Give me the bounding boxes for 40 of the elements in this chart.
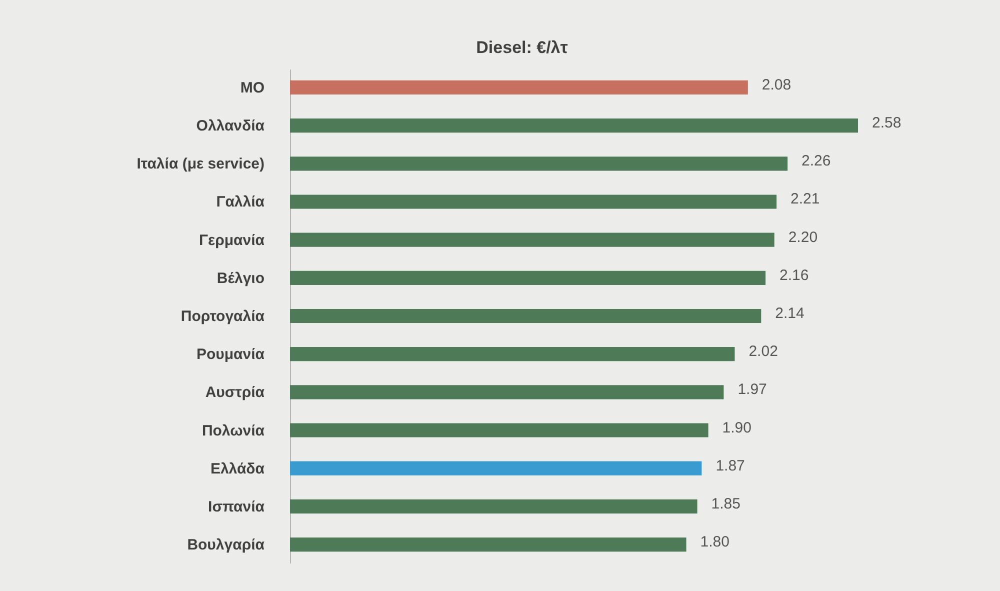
bar xyxy=(290,232,774,247)
y-tick-label: Βέλγιο xyxy=(216,270,264,287)
data-label: 1.90 xyxy=(722,419,752,436)
data-label: 1.85 xyxy=(711,495,740,512)
bar xyxy=(290,423,708,438)
y-tick-label: Γαλλία xyxy=(216,194,266,211)
bar xyxy=(290,118,858,133)
bar xyxy=(290,156,788,171)
y-tick-label: Ελλάδα xyxy=(210,460,266,478)
bar xyxy=(290,347,735,362)
bar xyxy=(290,537,686,552)
data-label: 2.26 xyxy=(802,152,831,170)
y-tick-label: Βουλγαρία xyxy=(187,536,266,554)
data-label: 2.16 xyxy=(780,266,809,284)
bar xyxy=(290,80,748,95)
bar xyxy=(290,385,724,400)
y-tick-label: Γερμανία xyxy=(198,232,266,249)
data-label: 2.14 xyxy=(775,305,804,322)
y-tick-label: ΜΟ xyxy=(240,79,265,96)
data-label: 1.97 xyxy=(738,381,767,398)
bar xyxy=(290,308,762,324)
data-label: 2.20 xyxy=(788,228,818,246)
y-tick-label: Ρουμανία xyxy=(196,346,266,364)
y-tick-label: Ιταλία (με service) xyxy=(136,156,265,173)
y-tick-label: Πορτογαλία xyxy=(180,308,266,325)
y-tick-label: Ισπανία xyxy=(208,498,266,516)
bar xyxy=(290,461,702,476)
data-label: 1.80 xyxy=(700,534,730,551)
data-label: 2.21 xyxy=(790,190,820,208)
chart-title: Diesel: €/λτ xyxy=(476,38,568,57)
data-label: 1.87 xyxy=(716,457,745,474)
data-label: 2.02 xyxy=(748,343,778,360)
data-label: 2.08 xyxy=(762,76,792,94)
bar xyxy=(290,499,698,514)
y-tick-label: Πολωνία xyxy=(202,422,266,440)
y-tick-label: Αυστρία xyxy=(205,384,266,402)
data-label: 2.58 xyxy=(872,114,902,132)
y-tick-label: Ολλανδία xyxy=(196,118,266,135)
bar xyxy=(290,270,766,285)
bar xyxy=(290,194,777,209)
